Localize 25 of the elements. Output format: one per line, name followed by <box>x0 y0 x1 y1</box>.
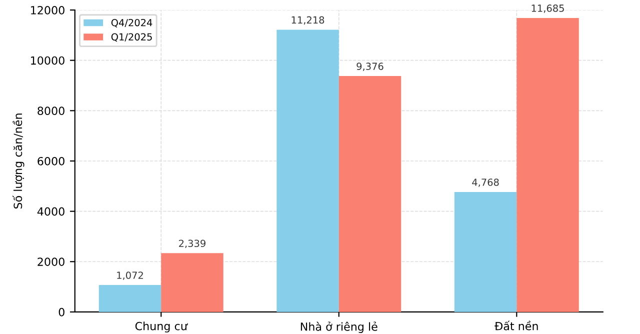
y-tick-label: 12000 <box>31 6 64 14</box>
bar <box>516 18 579 312</box>
x-tick-label: Chung cư <box>135 322 188 332</box>
legend-label: Q4/2024 <box>111 18 152 28</box>
legend-label: Q1/2025 <box>111 33 152 42</box>
x-tick-label: Nhà ở riêng lẻ <box>300 322 378 333</box>
data-label: 9,376 <box>356 62 384 71</box>
bar <box>98 284 162 312</box>
bar <box>338 76 402 312</box>
data-label: 11,685 <box>532 4 564 13</box>
bar <box>276 30 339 312</box>
y-tick-label: 6000 <box>38 156 64 166</box>
bar <box>454 192 517 312</box>
data-label: 11,218 <box>292 16 324 25</box>
y-tick-label: 0 <box>58 308 64 316</box>
bar <box>161 253 224 312</box>
x-tick-label: Đất nền <box>494 320 538 330</box>
y-tick-label: 8000 <box>38 106 64 116</box>
y-axis-title: Số lượng căn/nền <box>12 114 24 209</box>
y-tick-label: 2000 <box>38 258 64 266</box>
data-label: 1,072 <box>117 272 143 280</box>
y-tick-label: 4000 <box>37 207 64 216</box>
data-label: 2,339 <box>179 240 206 248</box>
data-label: 4,768 <box>472 178 499 187</box>
y-tick-label: 10000 <box>31 56 64 65</box>
